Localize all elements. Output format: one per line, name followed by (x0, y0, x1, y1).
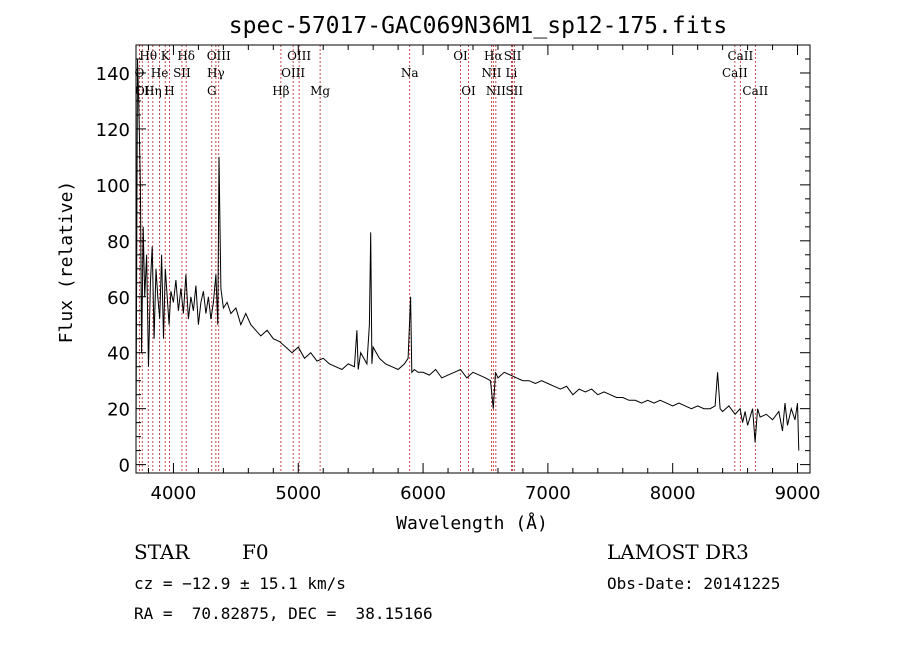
x-tick-label: 9000 (775, 483, 821, 504)
emission-line-label: NII (486, 84, 506, 98)
y-tick-label: 80 (107, 232, 130, 253)
survey-name: LAMOST DR3 (607, 540, 749, 564)
x-tick-label: 8000 (650, 483, 696, 504)
x-tick-label: 7000 (525, 483, 571, 504)
x-tick-label: 4000 (151, 483, 197, 504)
emission-line-label: H (164, 84, 174, 98)
emission-line-label: CaII (722, 66, 748, 80)
y-tick-label: 0 (119, 456, 130, 477)
emission-line-label: Hα (484, 49, 503, 63)
y-tick-label: 60 (107, 288, 130, 309)
x-axis-ticks: 4000 5000 6000 7000 8000 9000 (147, 45, 821, 504)
observation-date: Obs-Date: 20141225 (607, 574, 781, 593)
x-tick-label: 5000 (275, 483, 321, 504)
x-tick-label: 6000 (400, 483, 446, 504)
redshift-readout: cz = −12.9 ± 15.1 km/s (134, 574, 346, 593)
emission-line-label: OIII (281, 66, 305, 80)
emission-line-label: OIII (207, 49, 231, 63)
spectral-subclass: F0 (242, 540, 269, 564)
y-tick-label: 40 (107, 344, 130, 365)
object-type: STAR (134, 540, 190, 564)
x-axis-label: Wavelength (Å) (396, 512, 548, 534)
spectrum-series-line (135, 58, 800, 451)
emission-line-label: Li (506, 66, 518, 80)
y-axis-ticks: 0 20 40 60 80 100 120 140 (96, 58, 810, 477)
emission-line-label: SII (504, 49, 522, 63)
y-tick-label: 140 (96, 64, 130, 85)
y-tick-label: 100 (96, 176, 130, 197)
emission-line-label: Hδ (177, 49, 195, 63)
spectrum-chart: spec-57017-GAC069N36M1_sp12-175.fits Hθ K… (56, 13, 821, 534)
emission-line-label: G (207, 84, 217, 98)
y-axis-label: Flux (relative) (56, 181, 77, 344)
emission-line-label: He (151, 66, 169, 80)
emission-line-label: CaII (742, 84, 768, 98)
emission-line-label: CaII (727, 49, 753, 63)
emission-line-label: Hβ (272, 84, 289, 98)
y-tick-label: 120 (96, 120, 130, 141)
emission-line-label: Hθ (139, 49, 157, 63)
emission-line-label: NII (481, 66, 501, 80)
emission-line-label: Mg (310, 84, 330, 98)
emission-line-label: K (161, 49, 171, 63)
y-tick-label: 20 (107, 400, 130, 421)
emission-line-markers (138, 45, 756, 473)
coordinates-readout: RA = 70.82875, DEC = 38.15166 (134, 604, 433, 623)
emission-line-label: Hη (144, 84, 162, 98)
emission-line-label: Na (401, 66, 419, 80)
emission-line-label: SII (173, 66, 191, 80)
emission-line-label: SII (505, 84, 523, 98)
emission-line-label: OI (461, 84, 476, 98)
emission-line-label: Hγ (207, 66, 225, 80)
chart-title: spec-57017-GAC069N36M1_sp12-175.fits (229, 13, 728, 39)
emission-line-label: OIII (287, 49, 311, 63)
emission-line-label: OI (453, 49, 468, 63)
